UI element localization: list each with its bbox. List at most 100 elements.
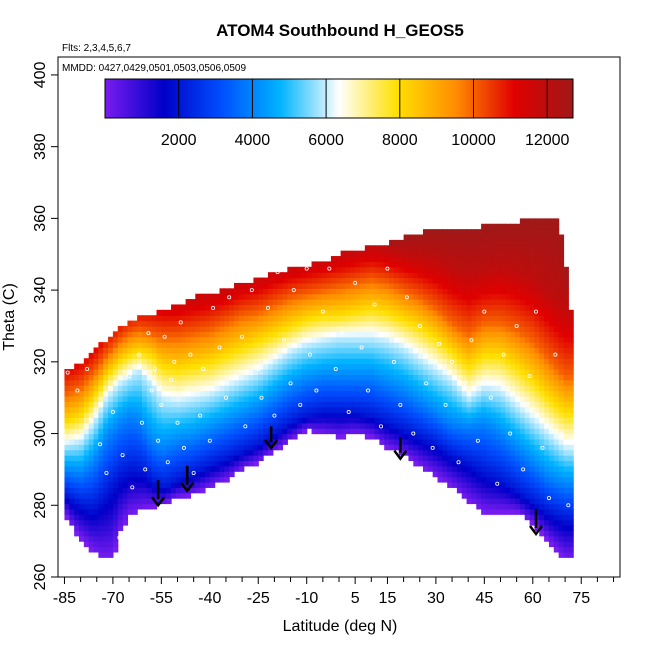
heatmap-cell: [534, 401, 540, 408]
heatmap-cell: [495, 331, 502, 338]
heatmap-cell: [166, 455, 172, 462]
heatmap-cell: [122, 438, 129, 445]
heatmap-cell: [219, 412, 225, 419]
heatmap-cell: [403, 277, 410, 284]
heatmap-cell: [558, 369, 565, 375]
heatmap-cell: [340, 293, 347, 300]
heatmap-cell: [408, 422, 414, 429]
heatmap-cell: [529, 245, 536, 252]
heatmap-cell: [112, 444, 119, 451]
heatmap-cell: [253, 277, 259, 284]
heatmap-cell: [476, 385, 482, 392]
observation-point: [540, 445, 545, 450]
heatmap-cell: [490, 282, 497, 289]
heatmap-cell: [408, 342, 414, 349]
heatmap-cell: [272, 422, 279, 429]
heatmap-cell: [466, 390, 473, 397]
heatmap-cell: [146, 444, 153, 451]
heatmap-cell: [263, 363, 269, 370]
observation-point: [265, 306, 270, 311]
heatmap-cell: [98, 546, 104, 553]
heatmap-cell: [258, 347, 264, 354]
heatmap-cell: [248, 363, 255, 370]
heatmap-cell: [156, 476, 162, 483]
heatmap-cell: [175, 342, 182, 349]
heatmap-cell: [548, 261, 555, 268]
heatmap-cell: [393, 390, 400, 397]
heatmap-cell: [340, 320, 347, 327]
heatmap-cell: [335, 358, 342, 365]
heatmap-cell: [161, 487, 167, 494]
heatmap-cell: [461, 428, 468, 435]
heatmap-cell: [311, 352, 317, 359]
heatmap-cell: [326, 261, 332, 268]
heatmap-cell: [166, 465, 172, 472]
heatmap-cell: [171, 320, 177, 327]
heatmap-cell: [461, 385, 468, 392]
heatmap-cell: [529, 250, 536, 257]
heatmap-cell: [345, 401, 351, 408]
heatmap-cell: [379, 272, 385, 279]
heatmap-cell: [374, 347, 380, 354]
heatmap-cell: [427, 234, 434, 241]
heatmap-cell: [214, 358, 221, 365]
heatmap-cell: [175, 395, 182, 402]
heatmap-cell: [461, 239, 468, 246]
heatmap-cell: [108, 525, 114, 531]
heatmap-cell: [481, 401, 487, 408]
heatmap-cell: [190, 315, 196, 322]
heatmap-cell: [471, 412, 477, 419]
heatmap-cell: [311, 395, 317, 402]
heatmap-cell: [539, 465, 545, 472]
heatmap-cell: [355, 390, 361, 397]
heatmap-cell: [369, 406, 376, 413]
heatmap-cell: [505, 234, 511, 241]
heatmap-cell: [345, 422, 351, 429]
heatmap-cell: [326, 342, 332, 349]
heatmap-cell: [64, 465, 70, 472]
heatmap-cell: [505, 503, 511, 510]
heatmap-cell: [379, 256, 385, 263]
heatmap-cell: [422, 336, 429, 343]
heatmap-cell: [93, 530, 99, 537]
heatmap-cell: [447, 277, 453, 284]
heatmap-cell: [234, 342, 240, 349]
heatmap-cell: [553, 256, 560, 263]
heatmap-cell: [93, 374, 99, 381]
heatmap-cell: [350, 379, 356, 386]
heatmap-cell: [447, 395, 453, 402]
heatmap-cell: [195, 471, 201, 478]
heatmap-cell: [359, 266, 366, 273]
heatmap-cell: [422, 379, 429, 386]
heatmap-cell: [418, 438, 424, 445]
heatmap-cell: [427, 358, 434, 365]
heatmap-cell: [510, 309, 516, 316]
observation-point: [501, 352, 506, 357]
heatmap-cell: [326, 336, 332, 343]
heatmap-cell: [117, 525, 124, 531]
heatmap-cell: [214, 438, 221, 445]
heatmap-cell: [510, 272, 516, 279]
heatmap-cell: [466, 422, 473, 429]
heatmap-cell: [200, 331, 206, 338]
heatmap-cell: [190, 428, 196, 435]
heatmap-cell: [311, 390, 317, 397]
heatmap-cell: [389, 309, 395, 316]
heatmap-cell: [253, 315, 259, 322]
heatmap-cell: [534, 342, 540, 349]
heatmap-cell: [379, 352, 385, 359]
heatmap-cell: [476, 465, 482, 472]
heatmap-cell: [461, 455, 468, 462]
heatmap-cell: [238, 309, 245, 316]
heatmap-cell: [132, 374, 138, 381]
heatmap-cell: [490, 390, 497, 397]
heatmap-cell: [243, 428, 250, 435]
heatmap-cell: [442, 412, 448, 419]
heatmap-cell: [272, 369, 279, 375]
heatmap-cell: [524, 422, 531, 429]
heatmap-cell: [515, 229, 521, 236]
heatmap-cell: [384, 352, 390, 359]
heatmap-cell: [78, 369, 85, 375]
heatmap-cell: [544, 325, 550, 332]
heatmap-cell: [83, 492, 90, 499]
